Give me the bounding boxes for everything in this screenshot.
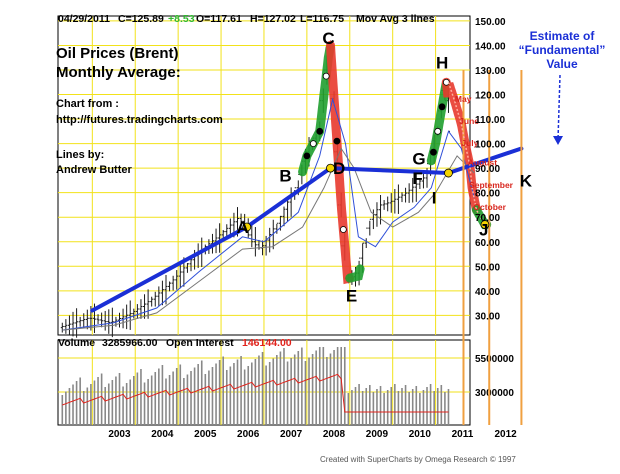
swing-leg bbox=[326, 40, 354, 285]
estimate-arrow-head bbox=[553, 136, 563, 145]
y-tick-label: 70.00 bbox=[475, 213, 500, 224]
y-tick-label: 80.00 bbox=[475, 189, 500, 200]
close-dot bbox=[438, 103, 446, 111]
point-label: G bbox=[412, 149, 425, 168]
y-tick-label: 150.00 bbox=[475, 17, 506, 28]
volume-label: Volume bbox=[58, 337, 95, 349]
y-tick-label: 100.00 bbox=[475, 140, 506, 151]
x-axis-ticks: 2003 2004 2005 2006 2007 2008 2009 2010 2011 2012 bbox=[108, 429, 517, 440]
estimate-note-line1: Estimate of bbox=[530, 29, 596, 43]
point-label: E bbox=[346, 287, 357, 306]
intersection-marker bbox=[242, 222, 252, 232]
footer-credit: Created with SuperCharts by Omega Resear… bbox=[320, 455, 516, 464]
volume-panel: 5500000 3000000 bbox=[58, 347, 514, 425]
header-low: L=116.75 bbox=[300, 13, 344, 25]
month-label: October bbox=[473, 202, 506, 212]
y-tick-label: 30.00 bbox=[475, 311, 500, 322]
close-dot bbox=[430, 148, 437, 156]
author-name: Andrew Butter bbox=[56, 164, 133, 176]
month-label: September bbox=[469, 180, 514, 190]
y-tick-label: 90.00 bbox=[475, 164, 500, 175]
header-date: 04/29/2011 bbox=[58, 13, 110, 25]
close-dot bbox=[316, 127, 324, 135]
open-interest-value: 146144.00 bbox=[242, 337, 292, 349]
y-axis-ticks: 150.00 140.00 130.00 120.00 110.00 100.00 90.0… bbox=[475, 17, 506, 322]
point-label: J bbox=[479, 220, 488, 239]
moving-average-line bbox=[62, 97, 475, 331]
y-tick-label: 110.00 bbox=[475, 115, 505, 126]
point-label: F bbox=[412, 169, 422, 188]
point-label: D bbox=[333, 159, 345, 178]
estimate-note-line3: Value bbox=[546, 57, 578, 71]
author-label: Lines by: bbox=[56, 149, 104, 161]
estimate-arrow-shaft bbox=[557, 74, 561, 141]
source-url: http://futures.tradingcharts.com bbox=[56, 114, 223, 126]
close-dot bbox=[333, 137, 341, 145]
month-label: May bbox=[455, 94, 472, 104]
point-labels: A B C D E FG H I J K bbox=[237, 29, 533, 306]
month-label: July bbox=[461, 138, 478, 148]
header-open: O=117.61 bbox=[196, 13, 242, 25]
close-dot bbox=[309, 140, 317, 148]
x-tick-label: 2008 bbox=[323, 429, 346, 440]
volume-value: 3285966.00 bbox=[102, 337, 158, 349]
x-tick-label: 2007 bbox=[280, 429, 303, 440]
y-tick-label: 40.00 bbox=[475, 287, 500, 298]
open-interest-label: Open Interest bbox=[166, 337, 234, 349]
projection bbox=[242, 70, 523, 425]
volume-tick-label: 3000000 bbox=[475, 388, 514, 399]
close-dot bbox=[339, 226, 347, 233]
month-label: August bbox=[468, 158, 497, 168]
close-dot bbox=[434, 127, 442, 135]
point-label: H bbox=[436, 54, 448, 73]
x-tick-label: 2003 bbox=[108, 429, 131, 440]
chart-title-line1: Oil Prices (Brent) bbox=[56, 45, 179, 62]
y-tick-label: 130.00 bbox=[475, 66, 506, 77]
y-tick-label: 50.00 bbox=[475, 262, 500, 273]
x-tick-label: 2009 bbox=[366, 429, 389, 440]
projection-path bbox=[447, 82, 486, 225]
open-interest-line bbox=[62, 373, 449, 413]
x-tick-label: 2010 bbox=[409, 429, 432, 440]
chart-title-line2: Monthly Average: bbox=[56, 64, 181, 81]
intersection-marker bbox=[444, 168, 453, 178]
point-label: B bbox=[279, 167, 291, 186]
y-tick-label: 140.00 bbox=[475, 41, 506, 52]
point-label: C bbox=[322, 29, 334, 48]
close-dot bbox=[442, 78, 450, 86]
intersection-marker bbox=[326, 163, 335, 173]
point-label: I bbox=[432, 189, 437, 208]
x-tick-label: 2005 bbox=[194, 429, 217, 440]
header-study: Mov Avg 3 lines bbox=[356, 13, 435, 25]
close-dot bbox=[322, 72, 330, 80]
x-tick-label: 2006 bbox=[237, 429, 260, 440]
header-change: +8.53 bbox=[168, 13, 195, 25]
month-label: June bbox=[459, 116, 479, 126]
header-high: H=127.02 bbox=[250, 13, 296, 25]
x-tick-label: 2012 bbox=[495, 429, 518, 440]
swing-leg bbox=[345, 264, 365, 283]
estimate-note-line2: “Fundamental” bbox=[519, 43, 606, 57]
point-label: A bbox=[237, 218, 249, 237]
volume-tick-label: 5500000 bbox=[475, 354, 514, 365]
x-tick-label: 2004 bbox=[151, 429, 174, 440]
close-dot bbox=[303, 152, 311, 160]
point-label: K bbox=[520, 171, 533, 190]
month-labels: May June July August September October bbox=[455, 94, 514, 212]
source-label: Chart from : bbox=[56, 98, 119, 110]
header-close: C=125.89 bbox=[118, 13, 164, 25]
intersection-marker bbox=[480, 220, 490, 229]
x-tick-label: 2011 bbox=[452, 429, 474, 440]
y-tick-label: 120.00 bbox=[475, 91, 506, 102]
y-tick-label: 60.00 bbox=[475, 238, 500, 249]
